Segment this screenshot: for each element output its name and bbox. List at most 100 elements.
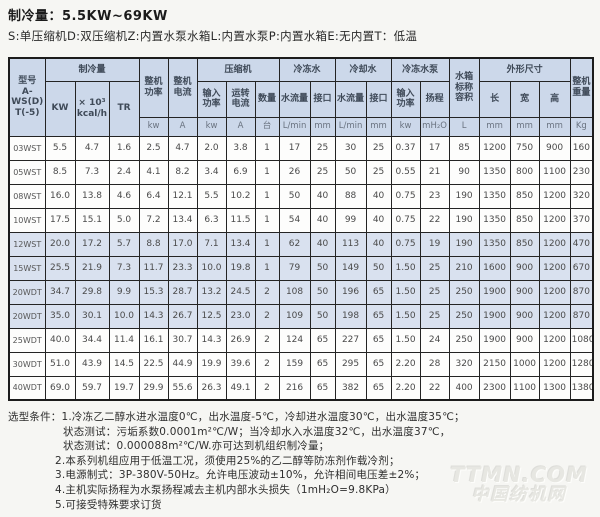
model-cell: 03WST xyxy=(8,135,46,161)
model-cell: 12WST xyxy=(8,231,46,257)
value-cell: 11.4 xyxy=(108,327,140,353)
value-cell: 0.37 xyxy=(390,135,421,161)
value-cell: 113 xyxy=(334,231,367,257)
value-cell: 35.0 xyxy=(44,303,76,329)
header-machine-power: 整机 功率 xyxy=(138,57,169,118)
value-cell: 8.5 xyxy=(44,159,76,185)
value-cell: 25 xyxy=(365,159,392,185)
value-cell: 3.8 xyxy=(225,135,256,161)
value-cell: 216 xyxy=(278,375,311,401)
value-cell: 149 xyxy=(334,255,367,281)
unit-dim-length: mm xyxy=(478,116,511,137)
value-cell: 50 xyxy=(309,255,336,281)
value-cell: 1900 xyxy=(478,279,511,305)
value-cell: 28.7 xyxy=(167,279,198,305)
value-cell: 1000 xyxy=(509,351,540,377)
value-cell: 2 xyxy=(254,279,280,305)
unit-compressor-qty: 台 xyxy=(254,116,280,137)
value-cell: 19.8 xyxy=(225,255,256,281)
value-cell: 25.5 xyxy=(44,255,76,281)
value-cell: 13.8 xyxy=(74,183,110,209)
value-cell: 160 xyxy=(569,135,594,161)
value-cell: 40 xyxy=(309,231,336,257)
value-cell: 59.7 xyxy=(74,375,110,401)
header-dim-height: 高 xyxy=(538,80,571,118)
value-cell: 14.5 xyxy=(108,351,140,377)
value-cell: 1200 xyxy=(538,231,571,257)
value-cell: 900 xyxy=(509,255,540,281)
value-cell: 1200 xyxy=(538,255,571,281)
value-cell: 1350 xyxy=(478,231,511,257)
value-cell: 250 xyxy=(448,327,480,353)
value-cell: 2150 xyxy=(478,351,511,377)
table-row: 25WDT 40.0 34.4 11.4 16.1 30.7 14.3 26.9 2 124 65 2… xyxy=(8,327,594,353)
value-cell: 5.0 xyxy=(108,207,140,233)
note-line: 状态测试：污垢系数0.0001m²℃/W；当冷却水入水温度32℃，出水温度37℃… xyxy=(63,425,451,438)
note-line: 2.本系列机组应用于低温工况，须使用25%的乙二醇等防冻剂作载冷剂； xyxy=(55,454,400,467)
model-cell: 10WST xyxy=(8,207,46,233)
value-cell: 1.50 xyxy=(390,303,421,329)
value-cell: 40 xyxy=(365,207,392,233)
value-cell: 1280 xyxy=(569,351,594,377)
value-cell: 23.0 xyxy=(225,303,256,329)
value-cell: 14.3 xyxy=(196,327,227,353)
value-cell: 39.6 xyxy=(225,351,256,377)
value-cell: 5.5 xyxy=(196,183,227,209)
value-cell: 0.75 xyxy=(390,207,421,233)
selection-notes: 选型条件：1.冷冻乙二醇水进水温度0℃，出水温度-5℃，冷却进水温度30℃，出水… xyxy=(8,410,592,512)
unit-chilled-port: mm xyxy=(309,116,336,137)
value-cell: 382 xyxy=(334,375,367,401)
value-cell: 900 xyxy=(509,327,540,353)
header-capacity-tr: TR xyxy=(108,80,140,137)
value-cell: 24 xyxy=(419,327,450,353)
value-cell: 22.5 xyxy=(138,351,169,377)
value-cell: 1600 xyxy=(478,255,511,281)
watermark-site: TTMN.COM xyxy=(450,463,588,487)
value-cell: 1900 xyxy=(478,327,511,353)
value-cell: 51.0 xyxy=(44,351,76,377)
header-weight: 整机 重量 xyxy=(569,57,594,118)
value-cell: 25 xyxy=(309,159,336,185)
value-cell: 900 xyxy=(509,303,540,329)
value-cell: 196 xyxy=(334,279,367,305)
value-cell: 230 xyxy=(569,159,594,185)
value-cell: 25 xyxy=(365,135,392,161)
header-cooling-port: 接口 xyxy=(365,80,392,118)
value-cell: 295 xyxy=(334,351,367,377)
header-chilled-water-group: 冷冻水 xyxy=(278,57,336,82)
value-cell: 65 xyxy=(365,351,392,377)
value-cell: 5.7 xyxy=(108,231,140,257)
value-cell: 65 xyxy=(365,327,392,353)
table-header: 型号 A- WS(D) T(-5) 制冷量 整机 功率 整机 电流 压缩机 冷冻… xyxy=(8,57,594,137)
table-row: 15WST 25.5 21.9 7.3 11.7 23.3 10.0 19.8 1 79 50 149… xyxy=(8,255,594,281)
watermark-name: 中国纺机网 xyxy=(471,485,567,505)
value-cell: 21 xyxy=(419,159,450,185)
value-cell: 17.0 xyxy=(167,231,198,257)
value-cell: 40 xyxy=(365,231,392,257)
value-cell: 1200 xyxy=(478,135,511,161)
value-cell: 1200 xyxy=(538,351,571,377)
value-cell: 11.5 xyxy=(225,207,256,233)
header-compressor-run-current: 运转 电流 xyxy=(225,80,256,118)
value-cell: 870 xyxy=(569,303,594,329)
table-row: 10WST 17.5 15.1 5.0 7.2 13.4 6.3 11.5 1 54 40 99 40 0… xyxy=(8,207,594,233)
value-cell: 250 xyxy=(448,279,480,305)
value-cell: 320 xyxy=(569,183,594,209)
value-cell: 1 xyxy=(254,159,280,185)
value-cell: 50 xyxy=(334,159,367,185)
header-chilled-port: 接口 xyxy=(309,80,336,118)
value-cell: 250 xyxy=(448,303,480,329)
value-cell: 124 xyxy=(278,327,311,353)
value-cell: 198 xyxy=(334,303,367,329)
value-cell: 8.2 xyxy=(167,159,198,185)
value-cell: 23 xyxy=(419,183,450,209)
value-cell: 65 xyxy=(309,351,336,377)
note-line: 3.电源制式：3P-380V-50Hz。允许电压波动±10%，允许相间电压差±2… xyxy=(55,469,426,482)
value-cell: 2.20 xyxy=(390,375,421,401)
header-pump-group: 冷冻水泵 xyxy=(390,57,450,82)
value-cell: 870 xyxy=(569,279,594,305)
value-cell: 85 xyxy=(448,135,480,161)
value-cell: 16.0 xyxy=(44,183,76,209)
value-cell: 20.0 xyxy=(44,231,76,257)
value-cell: 2 xyxy=(254,351,280,377)
